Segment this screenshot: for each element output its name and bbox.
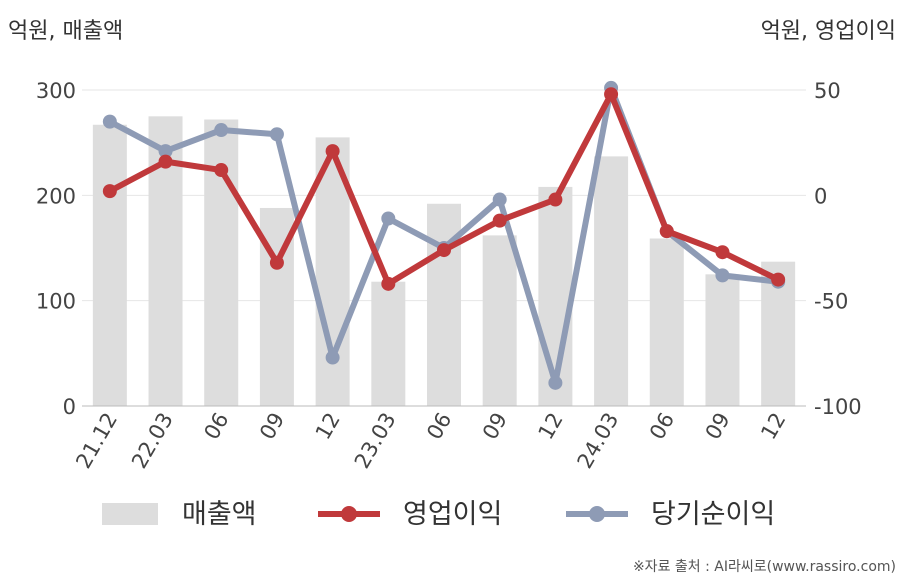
x-tick-label: 12 xyxy=(756,409,790,444)
point xyxy=(381,211,396,226)
point xyxy=(659,224,674,239)
point xyxy=(715,268,730,283)
x-tick-label: 09 xyxy=(478,409,512,444)
source-note: ※자료 출처 : AI라씨로(www.rassiro.com) xyxy=(633,559,896,575)
point xyxy=(548,375,563,390)
x-tick-label: 21.12 xyxy=(71,409,122,473)
point xyxy=(771,272,786,287)
right-tick-label: -50 xyxy=(814,290,848,314)
x-tick-labels: 21.12 22.03 06 09 12 23.03 06 09 12 24.03 06 09 12 xyxy=(71,409,790,473)
x-tick-label: 09 xyxy=(701,409,735,444)
x-tick-label: 22.03 xyxy=(127,409,178,473)
point xyxy=(269,127,284,142)
x-tick-label: 06 xyxy=(645,409,679,444)
bar xyxy=(594,156,629,406)
point xyxy=(715,245,730,260)
right-tick-label: 0 xyxy=(814,184,827,208)
x-tick-label: 24.03 xyxy=(573,409,624,473)
point xyxy=(381,276,396,291)
point xyxy=(325,144,340,159)
bar xyxy=(482,235,517,406)
left-axis-label: 억원, 매출액 xyxy=(8,19,123,44)
point xyxy=(158,144,173,159)
point xyxy=(437,243,451,258)
point xyxy=(492,213,507,228)
left-tick-labels: 0 100 200 300 xyxy=(36,79,76,419)
right-tick-label: -100 xyxy=(814,395,862,419)
x-tick-label: 09 xyxy=(255,409,289,444)
point xyxy=(102,184,117,199)
x-tick-label: 12 xyxy=(311,409,345,444)
legend-label-operating: 영업이익 xyxy=(403,499,502,530)
bar xyxy=(92,124,127,406)
bar xyxy=(204,119,239,406)
point xyxy=(214,123,229,138)
point xyxy=(269,255,284,270)
bar-series xyxy=(92,116,796,406)
point xyxy=(214,163,229,178)
x-tick-label: 06 xyxy=(199,409,233,444)
point xyxy=(102,114,117,129)
legend-label-revenue: 매출액 xyxy=(182,499,257,530)
x-tick-label: 06 xyxy=(422,409,456,444)
bar xyxy=(371,281,406,406)
legend: 매출액 영업이익 당기순이익 xyxy=(102,499,775,530)
legend-marker-net xyxy=(589,506,605,522)
bar xyxy=(649,238,684,406)
point xyxy=(548,192,563,207)
point xyxy=(158,154,173,169)
left-tick-label: 0 xyxy=(63,395,76,419)
left-tick-label: 200 xyxy=(36,184,76,208)
bar xyxy=(705,274,740,406)
x-tick-label: 12 xyxy=(534,409,568,444)
right-tick-labels: 50 0 -50 -100 xyxy=(814,79,862,419)
legend-swatch-revenue xyxy=(102,503,158,525)
right-axis-label: 억원, 영업이익 xyxy=(761,19,896,44)
legend-label-net: 당기순이익 xyxy=(651,499,775,530)
point xyxy=(604,87,619,102)
left-tick-label: 300 xyxy=(36,79,76,103)
line-series xyxy=(102,80,786,390)
left-tick-label: 100 xyxy=(36,290,76,314)
legend-marker-operating xyxy=(341,506,357,522)
point xyxy=(492,192,507,207)
right-tick-label: 50 xyxy=(814,79,841,103)
point xyxy=(325,350,340,365)
x-tick-label: 23.03 xyxy=(350,409,401,473)
